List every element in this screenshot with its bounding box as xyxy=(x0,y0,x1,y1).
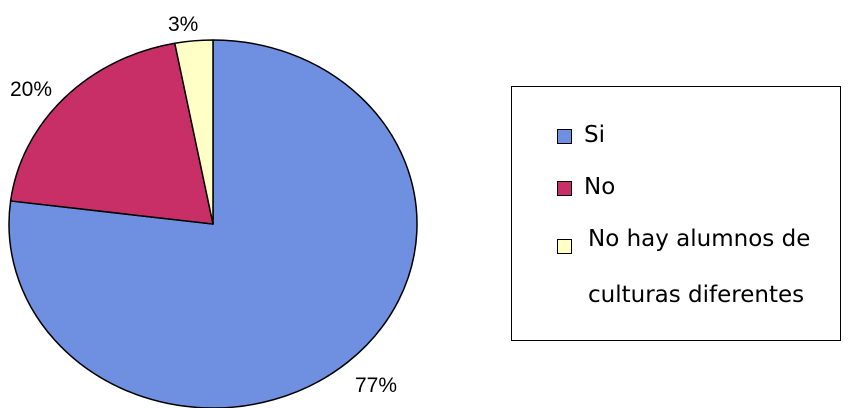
pie-labels: 77% 20% 3% xyxy=(10,13,397,397)
legend-swatch-no-hay-alumnos xyxy=(557,239,572,254)
legend-item-no: No xyxy=(557,171,615,199)
legend: Si No No hay alumnos de culturas diferen… xyxy=(511,86,841,341)
pie-slice-no-hay-alumnos xyxy=(174,39,214,225)
pie-label-si: 77% xyxy=(355,374,397,397)
pie-label-no: 20% xyxy=(10,78,52,101)
legend-label-no-hay-alumnos: No hay alumnos de culturas diferentes xyxy=(588,226,811,308)
pie-slice-no xyxy=(9,42,214,225)
legend-swatch-no xyxy=(557,181,572,196)
legend-label-no: No xyxy=(584,174,616,200)
legend-swatch-si xyxy=(557,129,572,144)
pie-label-no-hay-alumnos: 3% xyxy=(168,13,198,36)
legend-item-si: Si xyxy=(557,119,605,147)
legend-item-no-hay-alumnos: No hay alumnos de culturas diferentes xyxy=(557,226,853,323)
legend-label-si: Si xyxy=(584,122,605,148)
pie-slices xyxy=(8,39,418,408)
